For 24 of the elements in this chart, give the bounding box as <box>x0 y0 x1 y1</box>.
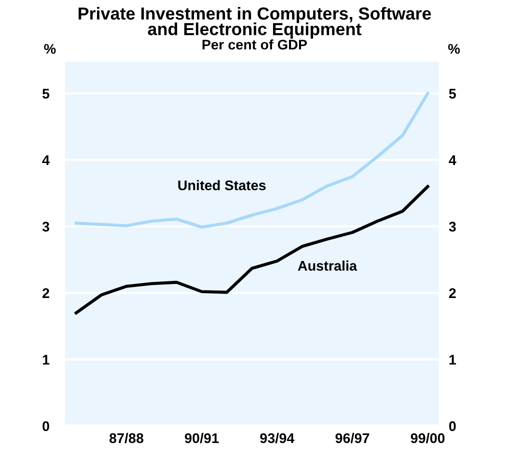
y2-tick-label: 0 <box>449 421 456 432</box>
y-tick-label: 3 <box>42 222 50 232</box>
y2-tick-label: 2 <box>449 288 456 298</box>
chart-title: Private Investment in Computers, Software and Electronic Equipment <box>78 6 431 39</box>
y-tick-label: 1 <box>42 354 50 364</box>
x-tick-label: 87/88 <box>109 432 144 444</box>
x-tick-label: 99/00 <box>410 432 445 444</box>
y-axis-title: % <box>44 44 56 54</box>
y-tick-label: 4 <box>42 155 50 165</box>
y2-axis-title: % <box>448 44 460 54</box>
chart-subtitle: Per cent of GDP <box>202 39 307 50</box>
y2-tick-label: 5 <box>449 88 456 99</box>
y-tick-label: 0 <box>42 421 50 432</box>
y2-tick-label: 1 <box>449 354 456 364</box>
y-tick-label: 2 <box>42 288 50 298</box>
y2-tick-label: 3 <box>448 222 456 232</box>
series-label: United States <box>178 180 266 190</box>
y-tick-label: 5 <box>42 88 50 99</box>
series-label: Australia <box>298 260 358 271</box>
x-tick-label: 96/97 <box>336 432 370 444</box>
line-series <box>74 92 430 229</box>
x-tick-label: 90/91 <box>184 432 219 444</box>
x-tick-label: 93/94 <box>260 432 294 444</box>
y2-tick-label: 4 <box>448 155 456 165</box>
